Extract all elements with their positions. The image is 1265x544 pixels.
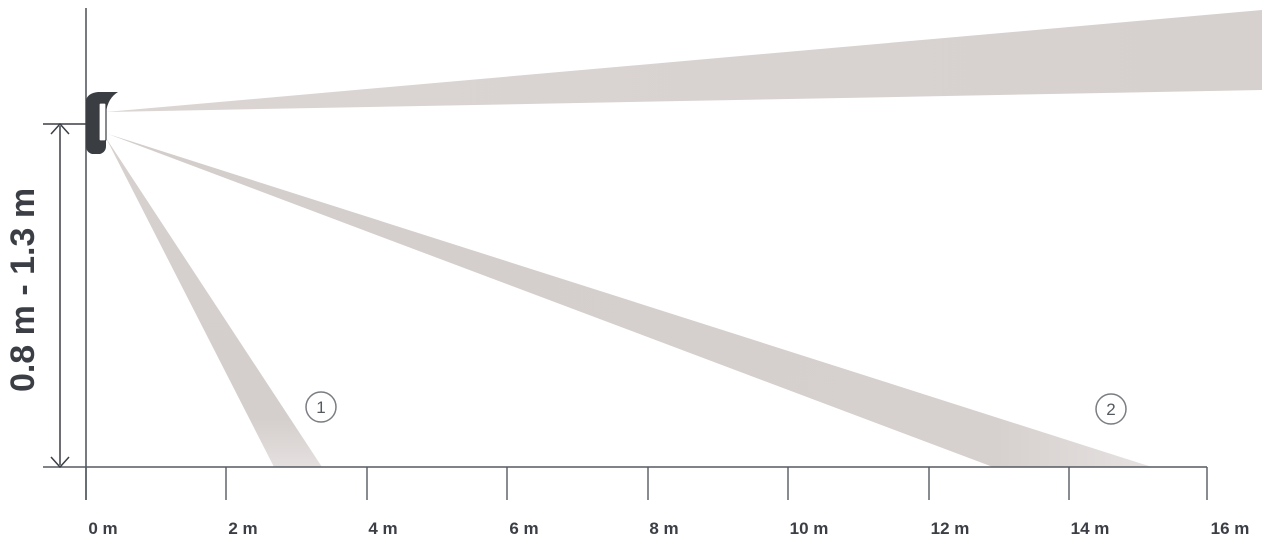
- height-range-label: 0.8 m - 1.3 m: [4, 188, 42, 392]
- tick-label: 16 m: [1211, 519, 1250, 538]
- tick-label: 0 m: [88, 519, 117, 538]
- zone-number: 1: [316, 398, 325, 417]
- tick-label: 4 m: [368, 519, 397, 538]
- tick-label: 6 m: [509, 519, 538, 538]
- detection-beam-long-range: [106, 10, 1262, 112]
- detection-beam-zone-2: [108, 134, 1152, 467]
- height-dimension: [43, 122, 86, 469]
- tick-label: 8 m: [649, 519, 678, 538]
- zone-marker-1: 1: [305, 391, 337, 423]
- tick-label: 14 m: [1071, 519, 1110, 538]
- tick-label: 12 m: [931, 519, 970, 538]
- dimension-arrowhead-top: [50, 122, 70, 135]
- tick-label: 10 m: [790, 519, 829, 538]
- x-axis-ticks: [85, 467, 1208, 500]
- zone-number: 2: [1106, 400, 1115, 419]
- zone-circle: [305, 391, 337, 423]
- dimension-arrowhead-bottom: [50, 456, 70, 469]
- detection-beam-zone-1: [106, 138, 322, 467]
- motion-detector-icon: [86, 92, 118, 154]
- x-axis-labels: 0 m 2 m 4 m 6 m 8 m 10 m 12 m 14 m 16 m: [88, 519, 1249, 538]
- zone-marker-2: 2: [1095, 393, 1127, 425]
- tick-label: 2 m: [228, 519, 257, 538]
- zone-circle: [1095, 393, 1127, 425]
